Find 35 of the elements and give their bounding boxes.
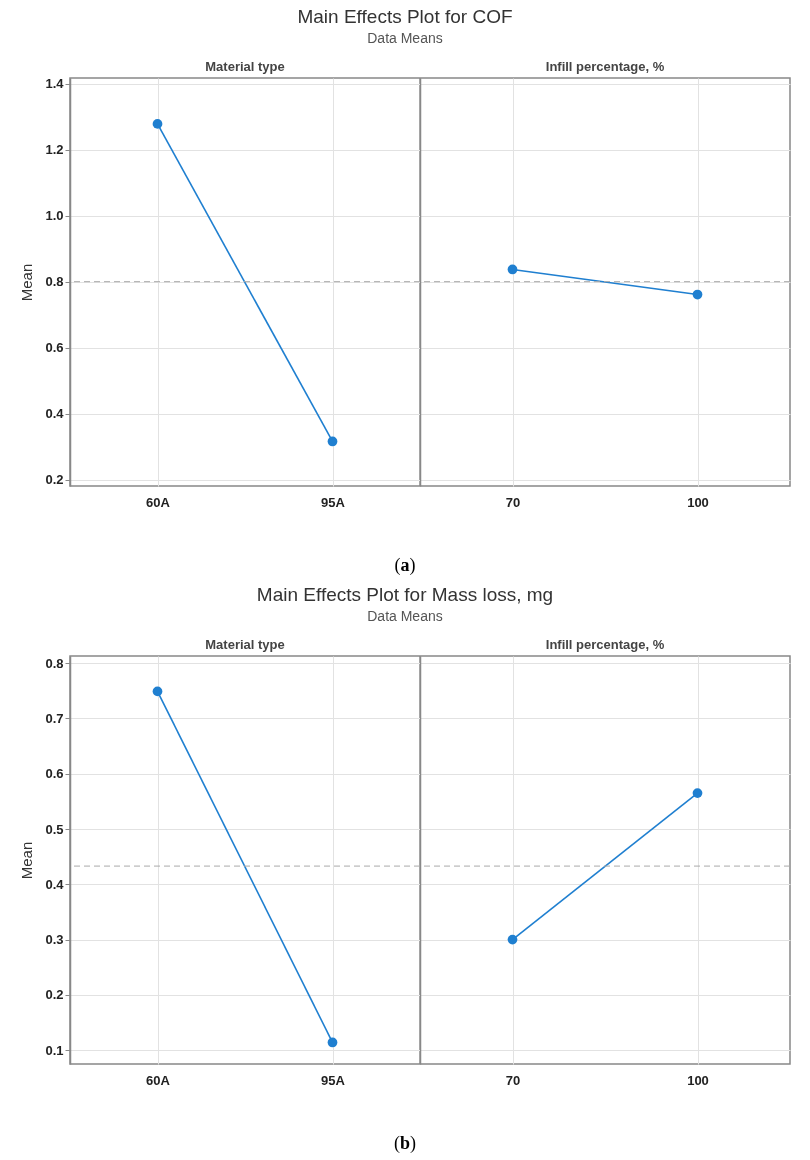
y-tick-label: 1.4	[45, 76, 65, 92]
y-tick-label: 0.8	[45, 274, 64, 290]
y-tick-label: 0.6	[45, 340, 64, 356]
chart-title: Main Effects Plot for Mass loss, mg	[255, 583, 555, 607]
y-tick-label: 0.2	[45, 987, 64, 1003]
y-tick-label: 1.2	[45, 142, 64, 158]
x-axis-title: Infill percentage, %	[545, 59, 665, 74]
x-tick-label: 60A	[146, 1072, 171, 1088]
y-tick-label: 0.4	[45, 876, 65, 892]
x-tick-label: 60A	[146, 494, 171, 510]
y-tick-label: 0.7	[45, 710, 64, 726]
x-tick-label: 70	[505, 1072, 521, 1088]
text: (a)	[393, 555, 417, 576]
x-tick-label: 100	[687, 1072, 709, 1088]
y-tick-label: 0.2	[45, 472, 64, 488]
x-axis-title: Material type	[205, 637, 285, 652]
y-tick-label: 0.4	[45, 406, 65, 422]
y-tick-label: 1.0	[45, 208, 64, 224]
y-tick-label: 0.3	[45, 932, 64, 948]
y-tick-label: 0.5	[45, 821, 64, 837]
chart-title: Main Effects Plot for COF	[296, 5, 514, 29]
y-axis-title: Mean	[18, 263, 36, 302]
chart-subtitle: Data Means	[366, 608, 444, 626]
x-tick-label: 95A	[321, 494, 346, 510]
text: (b)	[393, 1133, 417, 1154]
x-tick-label: 95A	[321, 1072, 346, 1088]
y-axis-title: Mean	[18, 841, 36, 880]
y-tick-label: 0.6	[45, 766, 64, 782]
y-tick-label: 0.1	[45, 1042, 64, 1058]
y-tick-label: 0.8	[45, 655, 64, 671]
x-tick-label: 70	[505, 494, 521, 510]
x-axis-title: Infill percentage, %	[545, 637, 665, 652]
x-axis-title: Material type	[205, 58, 285, 74]
chart-subtitle: Data Means	[366, 30, 444, 48]
x-tick-label: 100	[687, 494, 709, 510]
